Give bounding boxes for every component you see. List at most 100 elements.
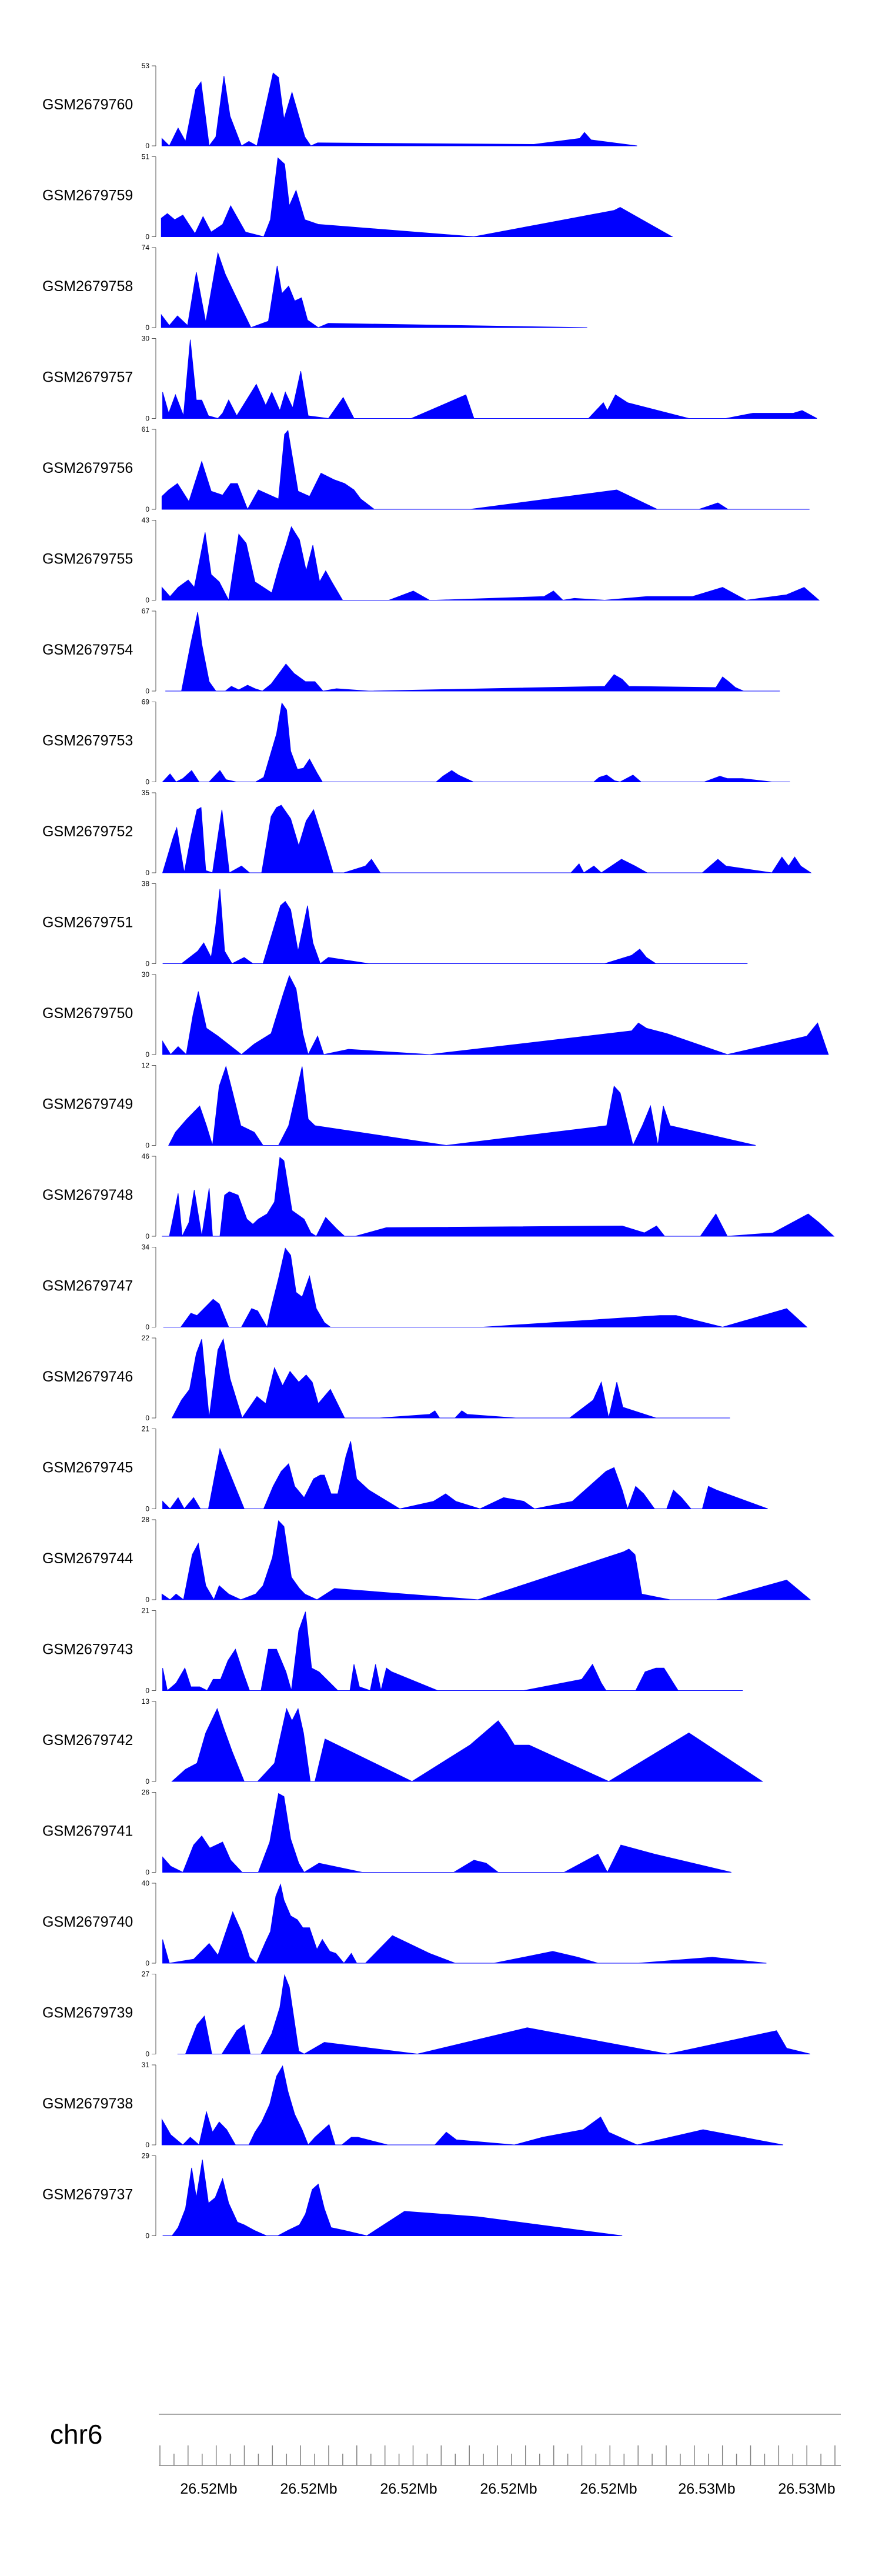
y-zero-label: 0 <box>145 505 149 513</box>
track-label: GSM2679757 <box>42 369 133 386</box>
y-zero-label: 0 <box>145 1596 149 1604</box>
coverage-area <box>162 975 829 1056</box>
track-label: GSM2679741 <box>42 1823 133 1840</box>
coverage-area <box>162 339 817 419</box>
y-max-label: 12 <box>142 1062 150 1070</box>
track-label: GSM2679738 <box>42 2095 133 2112</box>
coverage-area <box>161 429 810 510</box>
y-max-label: 30 <box>142 335 150 343</box>
track-GSM2679742: GSM2679742 13 0 <box>42 1697 764 1786</box>
y-max-label: 29 <box>142 2152 150 2160</box>
y-max-label: 30 <box>142 970 150 979</box>
track-GSM2679760: GSM2679760 53 0 <box>42 62 637 150</box>
y-zero-label: 0 <box>145 1232 149 1240</box>
y-max-label: 51 <box>142 153 150 161</box>
y-zero-label: 0 <box>145 1414 149 1422</box>
coverage-area <box>162 805 812 873</box>
coverage-area <box>162 1441 768 1510</box>
y-max-label: 22 <box>142 1334 150 1342</box>
track-GSM2679741: GSM2679741 26 0 <box>42 1788 731 1877</box>
track-GSM2679745: GSM2679745 21 0 <box>42 1425 768 1513</box>
y-max-label: 34 <box>142 1243 150 1252</box>
track-label: GSM2679744 <box>42 1550 133 1567</box>
track-label: GSM2679745 <box>42 1460 133 1476</box>
y-zero-label: 0 <box>145 142 149 150</box>
y-zero-label: 0 <box>145 1323 149 1332</box>
y-zero-label: 0 <box>145 2050 149 2058</box>
genome-ruler <box>159 2445 841 2466</box>
x-tick-label: 26.53Mb <box>778 2481 835 2497</box>
coverage-area <box>165 612 780 692</box>
y-zero-label: 0 <box>145 1687 149 1695</box>
y-zero-label: 0 <box>145 1868 149 1877</box>
y-zero-label: 0 <box>145 1050 149 1059</box>
y-max-label: 21 <box>142 1607 150 1615</box>
track-label: GSM2679746 <box>42 1369 133 1385</box>
y-zero-label: 0 <box>145 233 149 241</box>
coverage-area <box>161 157 673 238</box>
y-zero-label: 0 <box>145 1959 149 1967</box>
track-label: GSM2679753 <box>42 733 133 749</box>
track-label: GSM2679756 <box>42 460 133 476</box>
track-label: GSM2679740 <box>42 1914 133 1930</box>
y-max-label: 67 <box>142 607 150 615</box>
y-zero-label: 0 <box>145 415 149 423</box>
coverage-area <box>162 1883 767 1964</box>
track-GSM2679757: GSM2679757 30 0 <box>42 335 817 423</box>
track-GSM2679743: GSM2679743 21 0 <box>42 1607 743 1695</box>
track-GSM2679758: GSM2679758 74 0 <box>42 243 587 332</box>
track-label: GSM2679739 <box>42 2005 133 2021</box>
coverage-area <box>162 1611 743 1691</box>
y-zero-label: 0 <box>145 1505 149 1513</box>
coverage-area <box>168 1065 756 1146</box>
y-max-label: 27 <box>142 1970 150 1978</box>
track-GSM2679748: GSM2679748 46 0 <box>42 1152 835 1240</box>
y-zero-label: 0 <box>145 778 149 786</box>
y-zero-label: 0 <box>145 1142 149 1150</box>
x-tick-label: 26.53Mb <box>678 2481 735 2497</box>
x-tick-label: 26.52Mb <box>380 2481 437 2497</box>
y-max-label: 46 <box>142 1152 150 1160</box>
coverage-tracks: GSM2679760530GSM2679759510GSM2679758740G… <box>42 62 835 2240</box>
y-max-label: 74 <box>142 243 150 252</box>
coverage-area <box>161 2065 784 2145</box>
track-label: GSM2679752 <box>42 823 133 840</box>
y-max-label: 21 <box>142 1425 150 1433</box>
track-GSM2679737: GSM2679737 29 0 <box>42 2152 623 2240</box>
y-zero-label: 0 <box>145 596 149 605</box>
coverage-area <box>162 1793 731 1873</box>
track-GSM2679753: GSM2679753 69 0 <box>42 698 790 786</box>
x-tick-labels: 26.52Mb 26.52Mb 26.52Mb 26.52Mb 26.52Mb 26.53… <box>180 2481 835 2497</box>
coverage-area <box>163 1247 808 1328</box>
track-GSM2679749: GSM2679749 12 0 <box>42 1062 756 1150</box>
track-label: GSM2679759 <box>42 188 133 204</box>
track-GSM2679738: GSM2679738 31 0 <box>42 2061 784 2149</box>
y-zero-label: 0 <box>145 960 149 968</box>
y-max-label: 69 <box>142 698 150 706</box>
track-GSM2679756: GSM2679756 61 0 <box>42 425 810 513</box>
track-label: GSM2679749 <box>42 1096 133 1113</box>
track-label: GSM2679748 <box>42 1187 133 1203</box>
coverage-area <box>177 1974 811 2055</box>
y-max-label: 40 <box>142 1879 150 1887</box>
track-GSM2679752: GSM2679752 35 0 <box>42 789 812 877</box>
coverage-area <box>171 1338 730 1419</box>
track-label: GSM2679750 <box>42 1005 133 1022</box>
y-zero-label: 0 <box>145 1777 149 1786</box>
track-GSM2679751: GSM2679751 38 0 <box>42 880 748 968</box>
track-label: GSM2679742 <box>42 1732 133 1749</box>
track-label: GSM2679754 <box>42 642 133 658</box>
coverage-area <box>161 526 820 602</box>
y-max-label: 26 <box>142 1788 150 1797</box>
track-label: GSM2679760 <box>42 96 133 113</box>
track-GSM2679739: GSM2679739 27 0 <box>42 1970 811 2058</box>
track-GSM2679744: GSM2679744 28 0 <box>42 1516 811 1604</box>
y-max-label: 43 <box>142 516 150 525</box>
y-max-label: 53 <box>142 62 150 70</box>
y-max-label: 38 <box>142 880 150 888</box>
track-label: GSM2679755 <box>42 551 133 568</box>
track-GSM2679754: GSM2679754 67 0 <box>42 607 780 695</box>
track-GSM2679750: GSM2679750 30 0 <box>42 970 829 1059</box>
y-max-label: 35 <box>142 789 150 797</box>
